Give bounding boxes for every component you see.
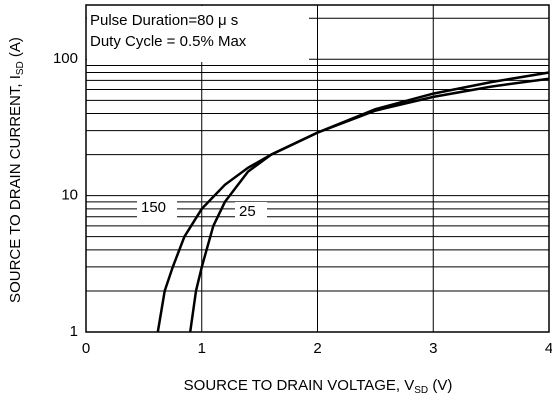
x-tick-label: 0 — [82, 340, 90, 357]
y-tick-label: 100 — [53, 50, 78, 67]
series-label: 150 — [141, 199, 166, 216]
plot-frame — [85, 4, 550, 333]
annotation: Pulse Duration=80 μ s — [90, 12, 238, 29]
x-tick-label: 2 — [313, 340, 321, 357]
y-axis-label: SOURCE TO DRAIN CURRENT, ISD (A) — [7, 37, 26, 303]
x-tick-label: 3 — [429, 340, 437, 357]
data-line — [156, 77, 550, 333]
annotation-bg — [87, 6, 309, 62]
y-tick-label: 10 — [61, 187, 78, 204]
series-label: 25 — [239, 203, 256, 220]
x-tick-label: 1 — [198, 340, 206, 357]
annotation-box: Pulse Duration=80 μ s Duty Cycle = 0.5% M… — [87, 6, 309, 62]
x-tick-label: 4 — [545, 340, 552, 357]
series-label-bg — [137, 198, 177, 218]
x-axis-label: SOURCE TO DRAIN VOLTAGE, VSD (V) — [184, 377, 453, 396]
y-tick-label: 1 — [70, 323, 78, 340]
annotation: Duty Cycle = 0.5% Max — [90, 33, 247, 50]
series-label-bg — [235, 202, 267, 222]
data-line — [188, 71, 550, 333]
